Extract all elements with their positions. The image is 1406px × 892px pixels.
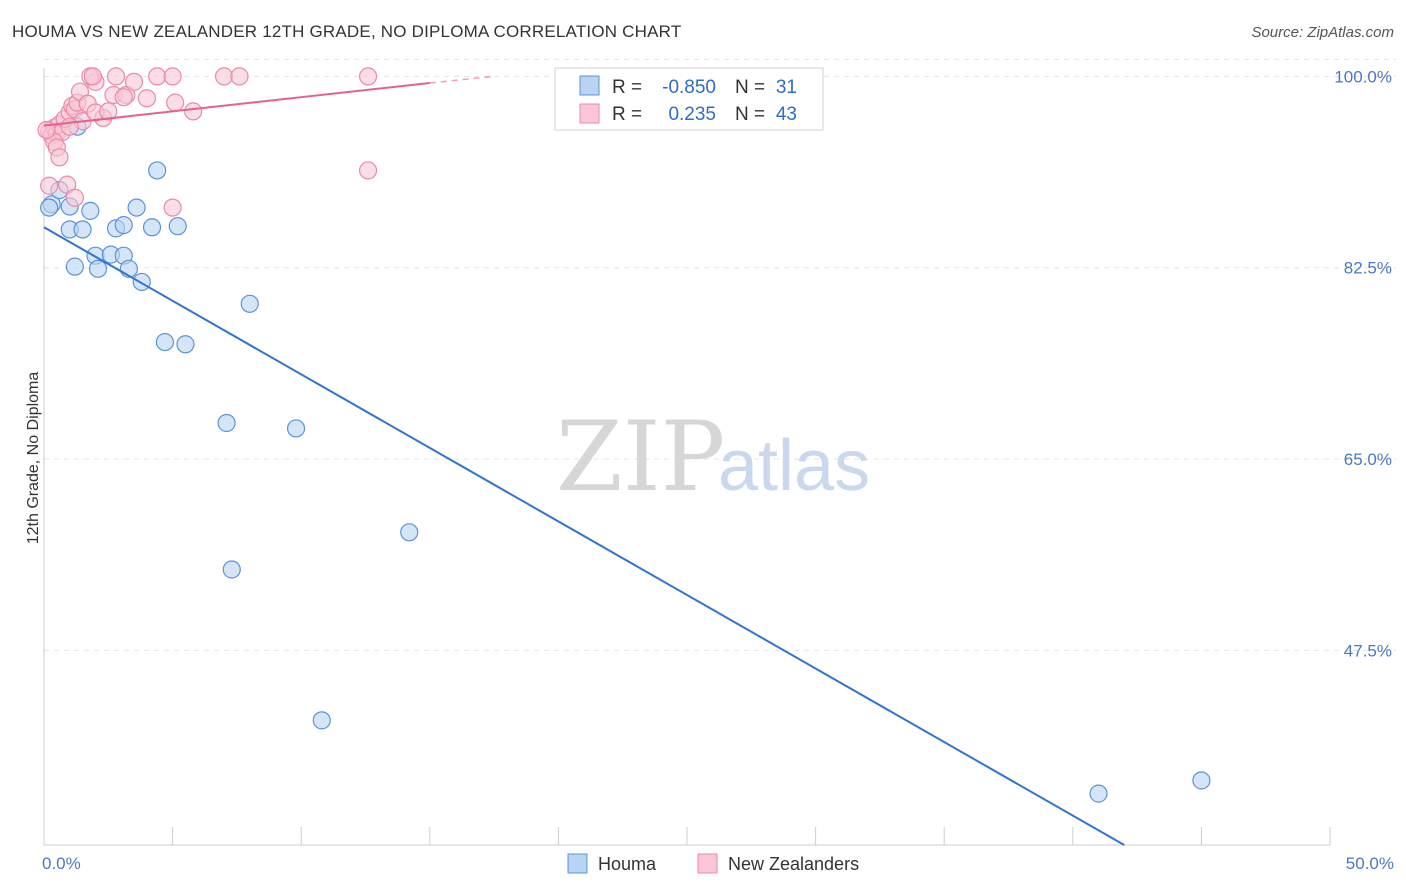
nz-point (40, 176, 59, 195)
houma-trend-line (43, 226, 1125, 846)
watermark-zip: ZIP (556, 401, 725, 513)
houma-point (65, 257, 84, 276)
houma-point (240, 294, 259, 313)
houma-legend-swatch (579, 75, 600, 96)
houma-point (312, 711, 331, 730)
houma-point (142, 218, 162, 237)
nz-point (50, 148, 69, 167)
houma-point (217, 413, 236, 433)
nz-point (60, 117, 79, 136)
houma-point (81, 201, 100, 220)
nz-legend-swatch (579, 103, 600, 124)
watermark-atlas: atlas (718, 426, 870, 506)
houma-point (148, 161, 167, 180)
nz-point (214, 67, 234, 86)
nz-point (358, 67, 378, 86)
nz-point (124, 72, 144, 91)
houma-point (286, 419, 306, 438)
houma-r-value: -0.850 (662, 77, 716, 98)
houma-n-label: N = (735, 77, 765, 98)
houma-point (400, 523, 419, 542)
x-tick-label-min: 0.0% (42, 854, 81, 873)
nz-point (230, 67, 249, 86)
trend-lines (43, 75, 1125, 846)
x-tick-label-max: 50.0% (1346, 854, 1394, 873)
nz-point (83, 67, 102, 86)
houma-point (114, 215, 133, 235)
grid-layer (44, 58, 1396, 651)
nz-point (106, 67, 126, 86)
stats-legend: R = -0.850 N = 31 R = 0.235 N = 43 (554, 67, 824, 131)
y-tick-label: 82.5% (1344, 259, 1392, 278)
houma-point (1089, 784, 1108, 803)
y-tick-label: 65.0% (1344, 450, 1392, 469)
nz-point (163, 198, 182, 217)
nz-point (148, 67, 167, 86)
y-tick-label: 100.0% (1334, 67, 1392, 86)
houma-point (127, 198, 146, 217)
houma-point (40, 198, 59, 217)
series-houma (40, 117, 1211, 803)
nz-r-label: R = (612, 104, 642, 125)
houma-point (155, 332, 174, 352)
nz-point (358, 161, 378, 180)
nz-point (137, 89, 156, 108)
y-axis-title: 12th Grade, No Diploma (25, 372, 42, 545)
houma-point (132, 272, 151, 292)
houma-point (73, 220, 92, 239)
nz-bottom-swatch (697, 853, 718, 874)
houma-point (1192, 771, 1211, 790)
houma-point (88, 259, 108, 278)
y-tick-label: 47.5% (1344, 641, 1392, 660)
watermark: ZIP atlas (556, 401, 870, 513)
nz-point (99, 102, 118, 121)
bottom-legend: Houma New Zealanders (567, 853, 859, 874)
nz-point (163, 67, 182, 86)
nz-point (184, 102, 203, 121)
houma-bottom-swatch (567, 853, 588, 874)
nz-n-value: 43 (776, 104, 797, 125)
source-credit: Source: ZipAtlas.com (1251, 24, 1394, 41)
nz-point (166, 93, 185, 112)
nz-r-value: 0.235 (668, 104, 716, 125)
stats-legend-box (554, 67, 824, 131)
nz-trend-line-extension (429, 75, 495, 84)
houma-point (168, 217, 187, 236)
houma-r-label: R = (612, 77, 642, 98)
axes-layer: 100.0% 82.5% 65.0% 47.5% 0.0% 50.0% (42, 67, 1394, 873)
nz-bottom-label: New Zealanders (728, 854, 859, 874)
chart-title: HOUMA VS NEW ZEALANDER 12TH GRADE, NO DI… (12, 22, 682, 41)
houma-n-value: 31 (776, 77, 797, 98)
nz-point (65, 188, 84, 207)
nz-trend-line (43, 81, 430, 127)
houma-point (222, 560, 241, 579)
houma-point (176, 335, 195, 354)
series-new-zealanders (37, 67, 378, 217)
houma-bottom-label: Houma (598, 854, 657, 874)
nz-point (114, 88, 133, 107)
nz-n-label: N = (735, 104, 765, 125)
